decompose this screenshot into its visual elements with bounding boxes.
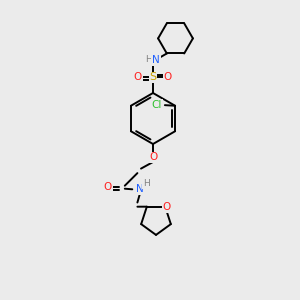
- Text: O: O: [134, 72, 142, 82]
- Text: S: S: [149, 72, 157, 82]
- Text: H: H: [145, 56, 152, 64]
- Text: O: O: [149, 152, 157, 163]
- Text: N: N: [136, 184, 144, 194]
- Text: H: H: [143, 179, 150, 188]
- Text: O: O: [164, 72, 172, 82]
- Text: O: O: [103, 182, 112, 192]
- Text: Cl: Cl: [151, 100, 162, 110]
- Text: O: O: [163, 202, 171, 212]
- Text: N: N: [152, 55, 160, 65]
